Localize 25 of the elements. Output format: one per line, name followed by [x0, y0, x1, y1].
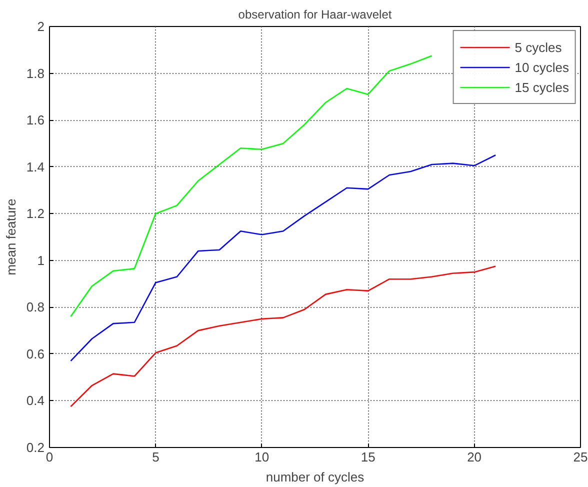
x-tick-label: 15 [360, 450, 376, 464]
x-tick-label: 0 [46, 450, 54, 464]
x-tick-label: 25 [573, 450, 588, 464]
legend-label: 15 cycles [514, 80, 569, 94]
y-tick-label: 1.6 [26, 112, 45, 128]
legend-label: 5 cycles [514, 40, 562, 54]
y-tick-label: 0.4 [26, 393, 45, 408]
y-tick-label: 2 [37, 19, 45, 34]
x-tick-label: 20 [467, 450, 482, 464]
line-series [70, 154, 496, 362]
y-tick-label: 0.8 [26, 300, 45, 315]
y-tick-label: 1 [37, 252, 45, 268]
y-tick-label: 0.2 [26, 440, 45, 455]
legend-label: 10 cycles [514, 60, 569, 74]
x-tick-label: 5 [152, 450, 160, 464]
line-series [70, 266, 496, 408]
y-tick-label: 0.6 [26, 346, 45, 362]
x-axis-title: number of cycles [266, 470, 365, 484]
y-tick-label: 1.4 [26, 159, 45, 174]
y-tick-label: 1.8 [26, 66, 45, 81]
chart-title: observation for Haar-wavelet [238, 8, 392, 22]
x-tick-label: 10 [254, 450, 270, 464]
y-tick-label: 1.2 [26, 206, 45, 222]
y-axis-title: mean feature [3, 198, 18, 276]
line-series [70, 55, 432, 318]
